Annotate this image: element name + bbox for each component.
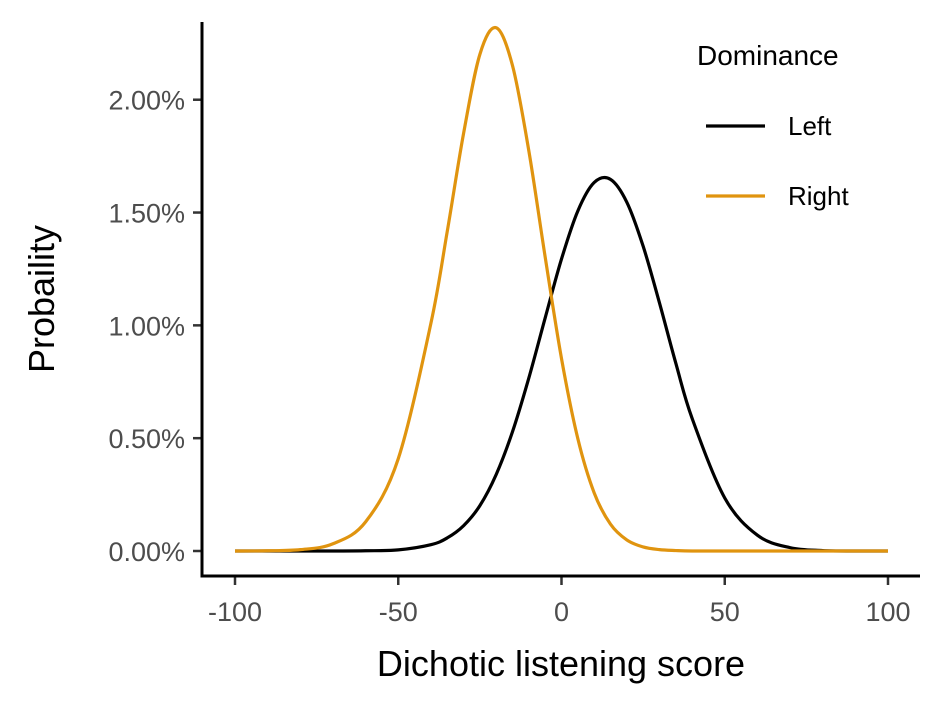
y-tick-label: 2.00%	[108, 86, 185, 116]
y-tick-label: 0.50%	[108, 424, 185, 454]
x-tick-label: 50	[710, 597, 740, 627]
legend-title: Dominance	[697, 40, 839, 71]
y-tick-label: 0.00%	[108, 537, 185, 567]
x-tick-label: 100	[865, 597, 910, 627]
series-layer	[234, 26, 889, 553]
y-tick-label: 1.50%	[108, 199, 185, 229]
x-axis-ticks: -100 -50 0 50 100	[208, 576, 911, 627]
y-axis-ticks: 0.00% 0.50% 1.00% 1.50% 2.00%	[108, 86, 202, 567]
y-tick-label: 1.00%	[108, 311, 185, 341]
legend: Dominance Left Right	[697, 40, 849, 211]
x-axis-title: Dichotic listening score	[377, 643, 745, 684]
x-tick-label: -100	[208, 597, 262, 627]
legend-label-right: Right	[788, 181, 849, 211]
series-line-right	[234, 26, 888, 553]
x-tick-label: -50	[379, 597, 418, 627]
series-line-left	[235, 175, 889, 553]
x-tick-label: 0	[554, 597, 569, 627]
legend-label-left: Left	[788, 111, 832, 141]
y-axis-title: Probaility	[21, 225, 62, 373]
